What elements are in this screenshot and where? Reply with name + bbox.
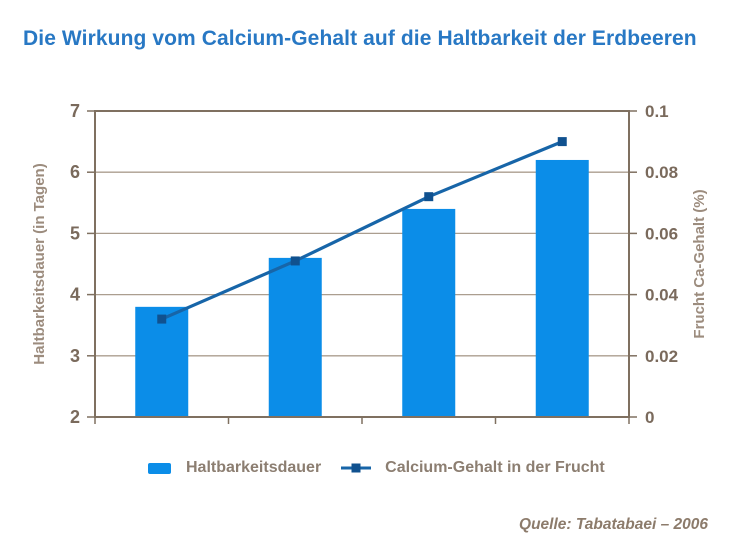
tick-label-right: 0 <box>645 408 654 427</box>
axis-title-right: Frucht Ca-Gehalt (%) <box>691 189 708 338</box>
legend-label-haltbarkeitsdauer: Haltbarkeitsdauer <box>186 459 322 476</box>
tick-label-right: 0.06 <box>645 224 678 243</box>
tick-label-left: 4 <box>70 285 80 305</box>
legend-bar-swatch-icon <box>148 462 171 474</box>
bar <box>402 208 456 417</box>
line-marker <box>157 314 167 324</box>
tick-label-left: 3 <box>70 346 80 366</box>
tick-label-left: 2 <box>70 407 80 427</box>
tick-label-left: 6 <box>70 162 80 182</box>
chart-title: Die Wirkung vom Calcium-Gehalt auf die H… <box>23 27 697 50</box>
tick-label-right: 0.02 <box>645 347 678 366</box>
tick-label-left: 5 <box>70 223 80 243</box>
legend-label-calcium: Calcium-Gehalt in der Frucht <box>385 459 605 476</box>
source-caption: Quelle: Tabatabaei – 2006 <box>519 516 708 533</box>
axis-title-left: Haltbarkeitsdauer (in Tagen) <box>31 163 48 364</box>
tick-label-right: 0.04 <box>645 286 679 305</box>
tick-label-right: 0.08 <box>645 163 678 182</box>
chart-legend: Haltbarkeitsdauer Calcium-Gehalt in der … <box>148 455 605 481</box>
bar <box>135 306 189 417</box>
line-marker <box>424 192 434 202</box>
line-marker <box>557 137 567 147</box>
bar <box>535 159 589 417</box>
bar <box>268 257 322 417</box>
tick-label-left: 7 <box>70 101 80 121</box>
line-series <box>161 140 563 321</box>
line-marker <box>290 256 300 266</box>
legend-line-swatch-icon <box>341 463 372 473</box>
tick-label-right: 0.1 <box>645 102 669 121</box>
